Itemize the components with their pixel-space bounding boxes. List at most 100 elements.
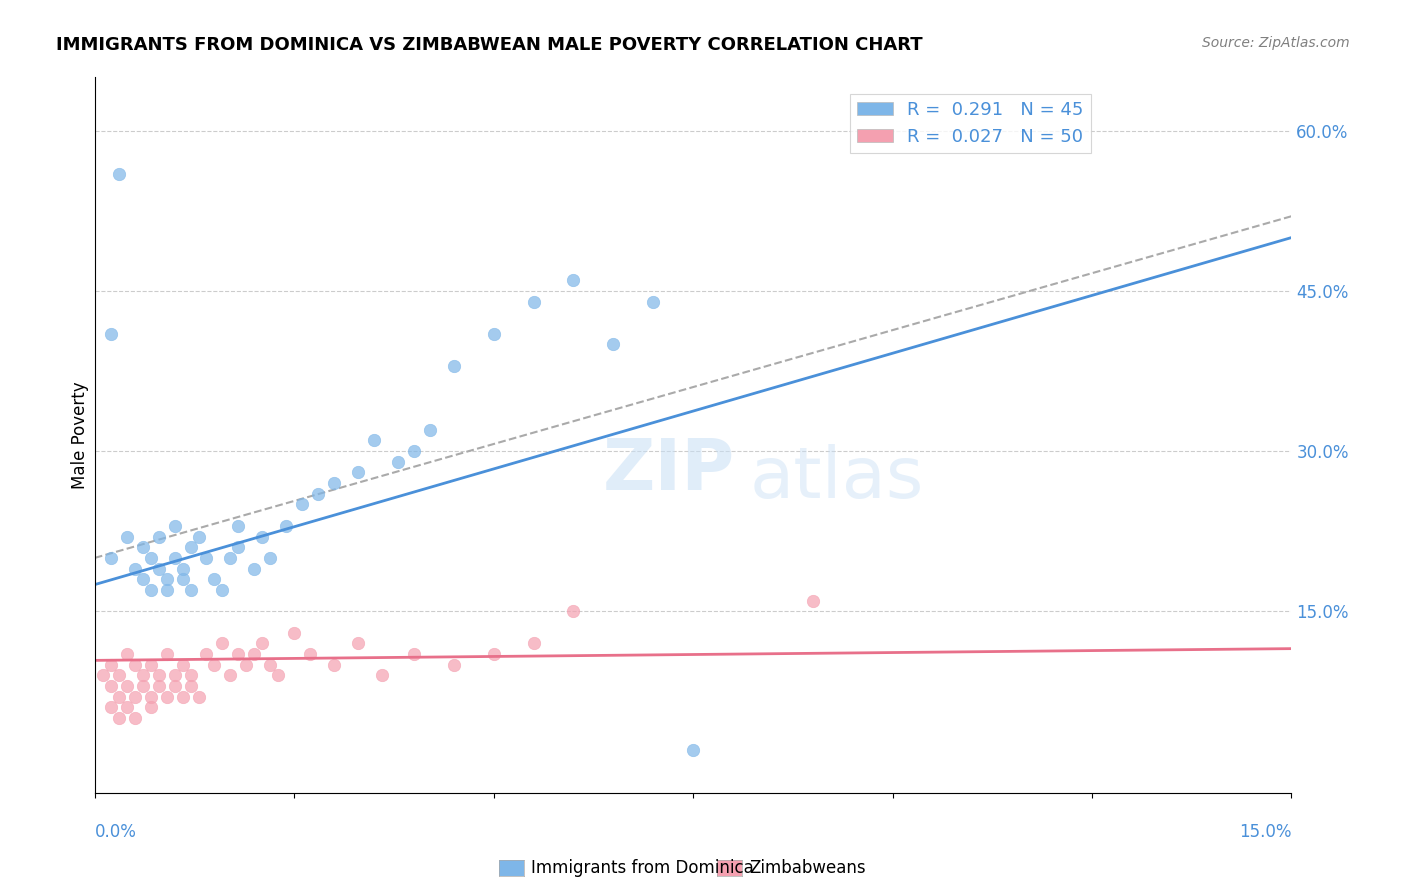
Point xyxy=(402,444,425,458)
Point xyxy=(219,668,242,682)
Point xyxy=(100,550,122,565)
Point xyxy=(172,561,194,575)
Point xyxy=(219,550,242,565)
Point xyxy=(139,700,162,714)
Point xyxy=(115,679,138,693)
Point xyxy=(252,636,274,650)
Point xyxy=(643,294,665,309)
Point xyxy=(124,690,146,704)
Point xyxy=(115,529,138,543)
Text: Source: ZipAtlas.com: Source: ZipAtlas.com xyxy=(1202,36,1350,50)
Point xyxy=(371,668,394,682)
Point xyxy=(148,679,170,693)
Point xyxy=(148,561,170,575)
Point xyxy=(180,668,202,682)
Point xyxy=(801,593,824,607)
Text: ZIP: ZIP xyxy=(603,436,735,506)
Point xyxy=(419,423,441,437)
Point xyxy=(124,561,146,575)
Point xyxy=(363,434,385,448)
Point xyxy=(180,582,202,597)
Point xyxy=(228,540,250,554)
Point xyxy=(100,679,122,693)
Point xyxy=(107,690,129,704)
Point xyxy=(172,572,194,586)
Point xyxy=(323,476,346,491)
Point xyxy=(443,359,465,373)
Point xyxy=(187,690,209,704)
Y-axis label: Male Poverty: Male Poverty xyxy=(72,381,89,489)
Text: IMMIGRANTS FROM DOMINICA VS ZIMBABWEAN MALE POVERTY CORRELATION CHART: IMMIGRANTS FROM DOMINICA VS ZIMBABWEAN M… xyxy=(56,36,922,54)
Point xyxy=(163,550,186,565)
Point xyxy=(107,711,129,725)
Point xyxy=(259,550,281,565)
Point xyxy=(163,679,186,693)
Point xyxy=(267,668,290,682)
Point xyxy=(115,647,138,661)
Point xyxy=(131,572,153,586)
Point xyxy=(235,657,257,672)
Point xyxy=(195,647,218,661)
Point xyxy=(155,647,177,661)
Point xyxy=(299,647,322,661)
Legend: R =  0.291   N = 45, R =  0.027   N = 50: R = 0.291 N = 45, R = 0.027 N = 50 xyxy=(849,94,1091,153)
Point xyxy=(172,657,194,672)
Point xyxy=(155,582,177,597)
Point xyxy=(180,679,202,693)
Point xyxy=(148,529,170,543)
Text: 0.0%: 0.0% xyxy=(94,823,136,841)
Text: atlas: atlas xyxy=(749,443,924,513)
Point xyxy=(139,657,162,672)
Point xyxy=(131,679,153,693)
Point xyxy=(228,519,250,533)
Point xyxy=(139,550,162,565)
Point xyxy=(124,657,146,672)
Point xyxy=(204,657,226,672)
Point xyxy=(163,668,186,682)
Point xyxy=(100,657,122,672)
Point xyxy=(204,572,226,586)
Point xyxy=(187,529,209,543)
Point xyxy=(115,700,138,714)
Point xyxy=(131,668,153,682)
Point xyxy=(562,604,585,618)
Point xyxy=(482,647,505,661)
Text: Immigrants from Dominica: Immigrants from Dominica xyxy=(531,859,754,877)
Point xyxy=(291,498,314,512)
Point xyxy=(211,582,233,597)
Point xyxy=(522,636,544,650)
Point xyxy=(259,657,281,672)
Point xyxy=(100,326,122,341)
Text: Zimbabweans: Zimbabweans xyxy=(749,859,866,877)
Point xyxy=(243,647,266,661)
Point xyxy=(124,711,146,725)
Point xyxy=(100,700,122,714)
Point xyxy=(562,273,585,287)
Point xyxy=(682,743,704,757)
Point xyxy=(148,668,170,682)
Point xyxy=(131,540,153,554)
Point xyxy=(228,647,250,661)
Point xyxy=(195,550,218,565)
Point xyxy=(307,487,329,501)
Point xyxy=(347,466,370,480)
Point xyxy=(107,167,129,181)
Point xyxy=(172,690,194,704)
Point xyxy=(180,540,202,554)
Point xyxy=(402,647,425,661)
Point xyxy=(155,572,177,586)
Point xyxy=(522,294,544,309)
Point xyxy=(323,657,346,672)
Point xyxy=(602,337,624,351)
Point xyxy=(387,455,409,469)
Point xyxy=(139,690,162,704)
Point xyxy=(139,582,162,597)
Point xyxy=(276,519,298,533)
Point xyxy=(252,529,274,543)
Point xyxy=(243,561,266,575)
Point xyxy=(107,668,129,682)
Point xyxy=(283,625,305,640)
Point xyxy=(443,657,465,672)
Point xyxy=(91,668,114,682)
Point xyxy=(347,636,370,650)
